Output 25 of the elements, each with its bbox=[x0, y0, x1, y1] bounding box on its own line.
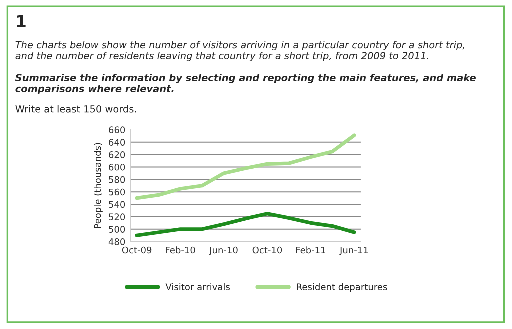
x-tick-label: Feb-11 bbox=[296, 246, 326, 254]
x-tick-label: Oct-09 bbox=[122, 246, 152, 254]
y-tick-label: 480 bbox=[108, 238, 126, 246]
text: The charts below show the number of visitors arriving in a particular country for a short trip, and the number of residents leaving that country for a short trip, from 2009 to 2011. bbox=[16, 41, 465, 62]
text: Write at least 150 words. bbox=[16, 105, 136, 113]
x-tick-label: Feb-10 bbox=[166, 246, 196, 254]
y-tick-label: 500 bbox=[109, 226, 126, 233]
legend-label: Resident departures bbox=[297, 284, 388, 292]
x-tick-label: Jun-11 bbox=[340, 246, 368, 256]
y-tick-label: 600 bbox=[109, 164, 126, 171]
chart-title: 1 bbox=[17, 15, 26, 28]
legend-label: Visitor arrivals bbox=[166, 284, 230, 290]
y-tick-label: 640 bbox=[109, 139, 126, 146]
y-tick-label: 580 bbox=[109, 176, 126, 184]
line-series bbox=[135, 212, 356, 238]
text: Summarise the information by selecting and reporting the main features, and make comparisons where relevant. bbox=[16, 74, 476, 94]
y-tick-label: 560 bbox=[109, 188, 126, 196]
y-tick-label: 540 bbox=[109, 201, 126, 208]
y-axis-title: People (thousands) bbox=[94, 143, 103, 228]
y-tick-label: 620 bbox=[109, 152, 126, 158]
line-series bbox=[135, 134, 356, 200]
y-tick-label: 660 bbox=[109, 126, 126, 134]
x-tick-label: Oct-10 bbox=[252, 246, 282, 254]
x-tick-label: Jun-10 bbox=[209, 246, 238, 256]
y-tick-label: 520 bbox=[109, 214, 126, 221]
